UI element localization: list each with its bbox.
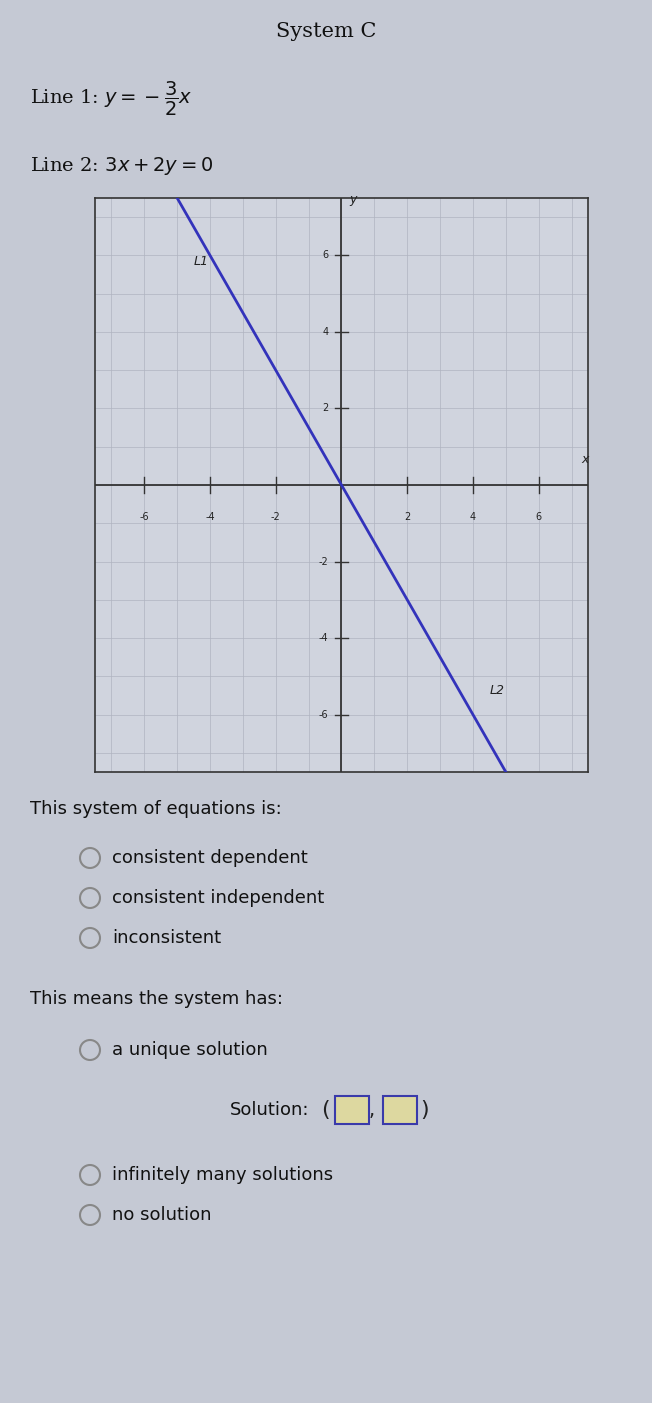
FancyBboxPatch shape xyxy=(335,1096,369,1124)
Text: 4: 4 xyxy=(322,327,329,337)
Text: consistent dependent: consistent dependent xyxy=(112,849,308,867)
Text: 2: 2 xyxy=(404,512,410,522)
Text: y: y xyxy=(349,192,357,206)
Text: ,: , xyxy=(369,1100,375,1120)
Text: -2: -2 xyxy=(271,512,280,522)
Text: System C: System C xyxy=(276,22,376,41)
Text: a unique solution: a unique solution xyxy=(112,1041,268,1059)
Text: x: x xyxy=(582,453,589,466)
FancyBboxPatch shape xyxy=(383,1096,417,1124)
Text: 4: 4 xyxy=(470,512,476,522)
Text: no solution: no solution xyxy=(112,1207,211,1223)
Text: consistent independent: consistent independent xyxy=(112,890,324,906)
Text: Line 1: $y=-\dfrac{3}{2}x$: Line 1: $y=-\dfrac{3}{2}x$ xyxy=(30,80,192,118)
Text: -4: -4 xyxy=(319,633,329,643)
Text: inconsistent: inconsistent xyxy=(112,929,221,947)
Text: This means the system has:: This means the system has: xyxy=(30,991,283,1007)
Text: ): ) xyxy=(421,1100,429,1120)
Text: Solution:: Solution: xyxy=(230,1101,310,1120)
Text: L2: L2 xyxy=(490,685,505,697)
Text: 6: 6 xyxy=(322,250,329,261)
Text: 2: 2 xyxy=(322,404,329,414)
Text: 6: 6 xyxy=(536,512,542,522)
Text: This system of equations is:: This system of equations is: xyxy=(30,800,282,818)
Text: Line 2: $3x+2y=0$: Line 2: $3x+2y=0$ xyxy=(30,154,213,177)
Text: -2: -2 xyxy=(319,557,329,567)
Text: infinitely many solutions: infinitely many solutions xyxy=(112,1166,333,1184)
Text: -4: -4 xyxy=(205,512,215,522)
Text: -6: -6 xyxy=(319,710,329,720)
Text: L1: L1 xyxy=(194,255,209,268)
Text: -6: -6 xyxy=(140,512,149,522)
Text: (: ( xyxy=(321,1100,329,1120)
